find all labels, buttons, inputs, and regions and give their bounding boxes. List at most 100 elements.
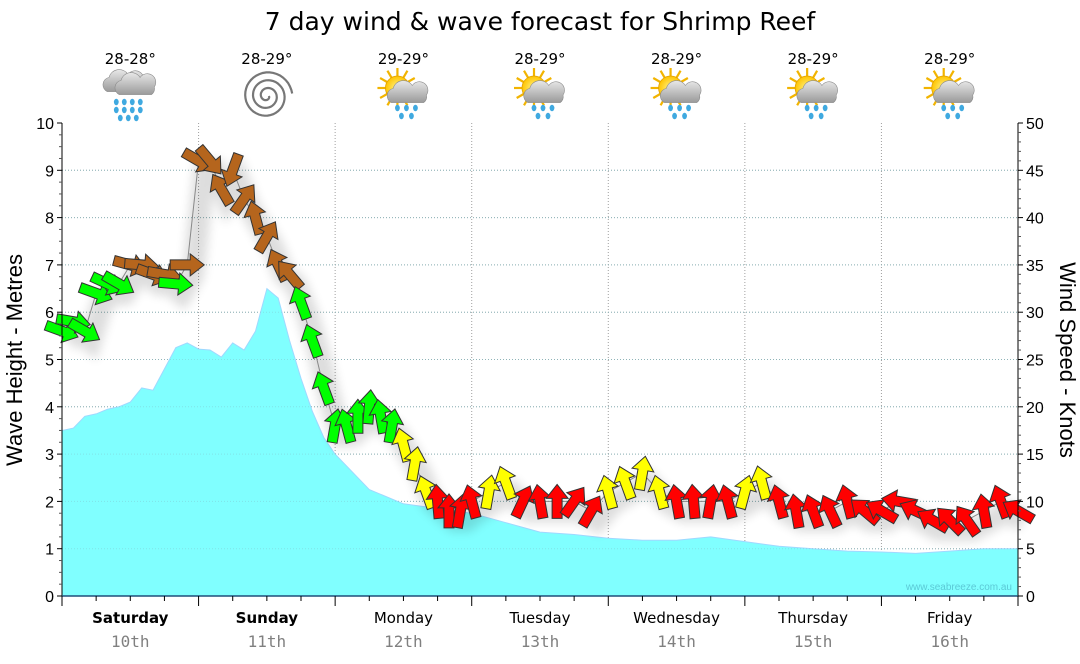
wind-arrow (613, 465, 637, 501)
rain-drop (137, 106, 143, 114)
cloud-shape (933, 80, 975, 103)
cloud-shape (386, 80, 429, 103)
rain-drop (117, 114, 123, 122)
rain-drop (399, 112, 404, 120)
axes: 01234567891005101520253035404550Saturday… (36, 116, 1044, 651)
sun-ray (953, 77, 962, 83)
sun-showers-icon (650, 68, 702, 120)
wind-arrow (368, 398, 393, 435)
rain-drop (413, 104, 418, 112)
wind-arrow (630, 455, 655, 492)
y-axis-title: Wave Height - Metres (2, 254, 27, 466)
chart-title: 7 day wind & wave forecast for Shrimp Re… (265, 7, 817, 36)
day-temperature: 28-29° (788, 50, 839, 68)
day-date-label: 12th (384, 632, 423, 651)
y2-tick-label: 5 (1026, 542, 1035, 559)
y-tick-label: 2 (45, 494, 54, 511)
rain-drop (125, 114, 131, 122)
rain-drop (686, 104, 691, 112)
y2-axis-title: Wind Speed - Knots (1055, 262, 1080, 458)
sun-showers-icon (923, 68, 975, 120)
rain-drop (113, 106, 119, 114)
y-tick-label: 5 (45, 353, 54, 370)
wind-arrow (448, 493, 473, 530)
rain-drop (121, 106, 127, 114)
rain-drop (955, 112, 961, 120)
wind-arrow (209, 173, 235, 208)
sun-ray (948, 70, 955, 79)
sun-ray (812, 70, 819, 79)
sun-ray (516, 77, 525, 83)
y-tick-label: 9 (45, 163, 54, 180)
sun-ray (789, 77, 798, 83)
sun-ray (652, 93, 661, 99)
day-temperature: 28-29° (924, 50, 975, 68)
wind-arrow (937, 507, 966, 537)
sun-showers-icon (787, 68, 838, 120)
sun-ray (925, 93, 934, 99)
wind-arrow (988, 484, 1013, 520)
wind-arrow (865, 499, 900, 525)
rain-drop (133, 114, 139, 122)
wind-arrow (229, 184, 256, 217)
rain-drop (121, 98, 127, 106)
sun-ray (539, 70, 545, 79)
wind-arrow (334, 408, 358, 445)
y-tick-label: 0 (45, 589, 54, 606)
sun-showers-icon (377, 68, 429, 120)
sun-ray (680, 77, 689, 83)
sun-ray (675, 70, 682, 79)
y2-tick-label: 45 (1026, 163, 1044, 180)
rain-drop (549, 104, 555, 112)
wind-arrow (577, 495, 603, 529)
day-name-label: Saturday (92, 609, 169, 627)
sun-ray (523, 70, 529, 79)
day-date-label: 10th (111, 632, 150, 651)
wind-arrow (288, 285, 313, 322)
sun-showers-icon (514, 68, 565, 120)
y2-tick-label: 0 (1026, 589, 1035, 606)
wind-arrow (66, 317, 101, 343)
day-temperature: 28-29° (241, 50, 292, 68)
day-date-label: 14th (657, 632, 696, 651)
sun-ray (652, 77, 661, 83)
wind-arrow (596, 474, 620, 511)
wind-arrow (559, 486, 586, 519)
day-name-label: Tuesday (508, 609, 570, 627)
rain-drop (535, 112, 541, 120)
wind-arrow (955, 505, 982, 538)
cloud-shape (796, 80, 838, 103)
wind-arrow (749, 465, 773, 501)
wind-arrow (194, 143, 222, 175)
rain-drop (672, 112, 677, 120)
wave-height-area (61, 287, 1019, 597)
day-name-label: Monday (374, 609, 433, 627)
sun-ray (516, 93, 525, 99)
rain-drop (129, 106, 135, 114)
day-name-label: Sunday (236, 609, 299, 627)
wind-arrow (311, 371, 335, 407)
day-date-label: 16th (930, 632, 969, 651)
sun-ray (407, 77, 416, 83)
wind-arrow (510, 485, 535, 520)
rain-drop (404, 104, 409, 112)
wind-arrow (300, 323, 324, 359)
y2-tick-label: 25 (1026, 353, 1044, 370)
rain-drop (959, 104, 965, 112)
y-tick-label: 6 (45, 305, 54, 322)
wind-arrow (917, 508, 951, 534)
day-date-label: 13th (521, 632, 560, 651)
wind-arrow (100, 270, 135, 296)
wind-arrow (818, 494, 843, 530)
day-name-label: Friday (927, 609, 973, 627)
rain-drop (818, 112, 824, 120)
day-date-label: 11th (248, 632, 287, 651)
wind-arrow (220, 151, 244, 188)
wind-arrow (157, 272, 194, 297)
wind-arrow (545, 483, 570, 519)
rain-drop (941, 104, 947, 112)
rain-drop (531, 104, 537, 112)
cloud-icon (796, 80, 838, 103)
wind-arrow (733, 474, 758, 511)
